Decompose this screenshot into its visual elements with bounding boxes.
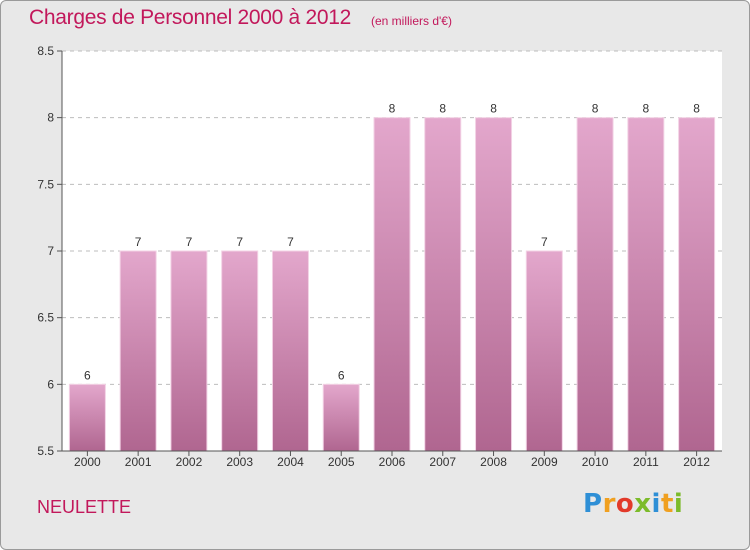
x-tick-label: 2005 — [328, 455, 355, 469]
data-label: 8 — [693, 102, 700, 116]
x-tick-label: 2010 — [582, 455, 609, 469]
y-tick-label: 5.5 — [37, 444, 54, 458]
bar — [221, 250, 259, 452]
commune-name: NEULETTE — [37, 497, 132, 517]
bar — [525, 250, 563, 452]
data-label: 7 — [236, 235, 243, 249]
bar — [271, 250, 309, 452]
bar — [322, 383, 360, 452]
bar — [424, 117, 462, 452]
x-tick-label: 2008 — [480, 455, 507, 469]
bar — [68, 383, 106, 452]
y-tick-label: 7 — [47, 244, 54, 258]
x-tick-label: 2004 — [277, 455, 304, 469]
x-tick-label: 2002 — [176, 455, 203, 469]
x-tick-label: 2000 — [74, 455, 101, 469]
x-tick-label: 2006 — [379, 455, 406, 469]
x-tick-label: 2009 — [531, 455, 558, 469]
chart-title: Charges de Personnel 2000 à 2012 — [29, 6, 351, 29]
bar — [627, 117, 665, 452]
x-tick-label: 2003 — [226, 455, 253, 469]
bar — [678, 117, 716, 452]
bar — [475, 117, 513, 452]
logo-letter: P — [583, 489, 603, 519]
x-tick-label: 2011 — [633, 455, 659, 469]
data-label: 8 — [439, 102, 446, 116]
data-label: 7 — [541, 235, 548, 249]
bar — [373, 117, 411, 452]
y-tick-label: 6 — [47, 377, 54, 391]
logo-letter: r — [602, 489, 616, 519]
logo-letter: o — [615, 489, 635, 519]
logo-letter: i — [673, 489, 684, 519]
logo-letter: x — [634, 489, 652, 519]
data-label: 8 — [490, 102, 497, 116]
y-tick-label: 6.5 — [37, 311, 54, 325]
y-tick-label: 7.5 — [37, 177, 54, 191]
logo-letter: t — [660, 489, 674, 519]
data-label: 8 — [389, 102, 396, 116]
logo-letter: i — [651, 489, 661, 519]
data-label: 7 — [186, 235, 193, 249]
data-label: 6 — [84, 368, 91, 382]
x-tick-label: 2012 — [683, 455, 710, 469]
y-tick-label: 8.5 — [37, 44, 54, 58]
data-label: 8 — [643, 102, 650, 116]
data-label: 7 — [135, 235, 142, 249]
bar — [576, 117, 614, 452]
bar — [170, 250, 208, 452]
proxiti-logo: Proxiti — [583, 489, 683, 519]
y-tick-label: 8 — [47, 111, 54, 125]
bar — [119, 250, 157, 452]
data-label: 6 — [338, 368, 345, 382]
data-label: 7 — [287, 235, 294, 249]
x-tick-label: 2001 — [125, 455, 152, 469]
chart-subtitle: (en milliers d'€) — [371, 14, 452, 28]
data-label: 8 — [592, 102, 599, 116]
x-tick-label: 2007 — [429, 455, 456, 469]
